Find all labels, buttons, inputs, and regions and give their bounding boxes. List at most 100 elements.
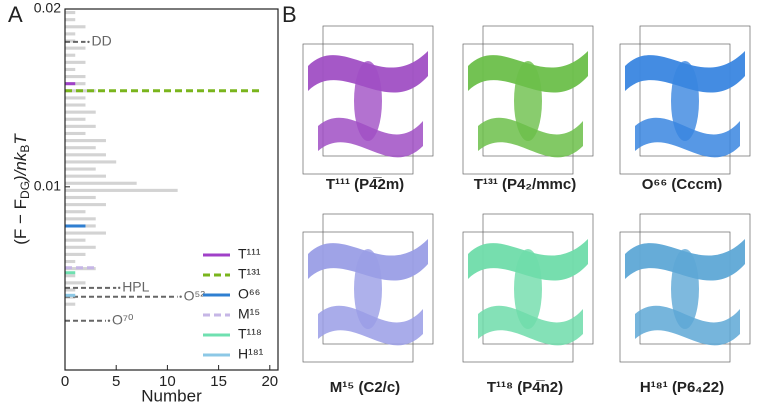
unit-cell (462, 231, 574, 363)
x-tick-label: 20 (261, 373, 278, 390)
structure-caption: T¹¹¹ (P4̅2m) (326, 176, 404, 193)
histogram-bar (65, 252, 86, 256)
panel-label: B (282, 2, 297, 27)
reference-label: HPL (122, 279, 149, 295)
surface (354, 249, 382, 329)
histogram-bar (65, 281, 86, 285)
structure-image (302, 213, 434, 363)
histogram-bar (65, 231, 106, 235)
y-axis-label-part: B (18, 145, 32, 153)
unit-cell (482, 25, 594, 157)
histogram-bar (65, 96, 86, 100)
panel-label: A (8, 2, 23, 27)
histogram-bar (65, 75, 86, 79)
histogram-bar (65, 18, 76, 22)
histogram-bar (65, 67, 76, 72)
histogram-bar (65, 60, 86, 64)
structure-image (619, 25, 751, 175)
unit-cell (639, 25, 751, 157)
unit-cell (322, 213, 434, 345)
x-tick-label: 10 (159, 373, 176, 390)
legend-label: T¹³¹ (238, 266, 261, 282)
structure-image (619, 213, 751, 363)
reference-dot (87, 40, 90, 44)
histogram-bar (65, 110, 96, 114)
y-tick-label: 0.01 (34, 178, 61, 194)
structure-image (302, 25, 434, 175)
y-axis-label-part: (F − F (11, 199, 30, 245)
surface (514, 61, 542, 141)
legend-label: O⁶⁶ (238, 286, 260, 302)
unit-cell (302, 231, 414, 363)
legend-label: T¹¹⁸ (238, 326, 262, 342)
unit-cell (619, 43, 731, 175)
histogram-bar (65, 174, 106, 178)
histogram-bar (65, 11, 76, 15)
structure-caption: H¹⁸¹ (P6₄22) (640, 379, 724, 396)
x-tick-label: 0 (61, 373, 69, 390)
surface (671, 61, 699, 141)
y-axis-label: (F − FDG)/nkBT (11, 133, 32, 245)
unit-cell (462, 43, 574, 175)
x-axis-label: Number (141, 386, 202, 405)
legend-label: H¹⁸¹ (238, 346, 264, 362)
histogram-bar (65, 210, 86, 214)
structure-caption: M¹⁵ (C2/c) (330, 379, 400, 396)
x-tick-label: 5 (112, 373, 120, 390)
reference-dot (179, 295, 182, 298)
histogram-bar (65, 245, 96, 249)
structure-caption: O⁶⁶ (Cccm) (642, 176, 723, 193)
plot-frame (64, 8, 279, 371)
histogram-bar (65, 124, 96, 128)
histogram-bar (65, 274, 76, 278)
unit-cell (322, 25, 434, 157)
structure-caption: T¹³¹ (P4₂/mmc) (474, 176, 577, 193)
unit-cell (482, 213, 594, 345)
histogram-bar (65, 217, 96, 221)
histogram-bar (65, 259, 76, 264)
histogram-bar (65, 188, 178, 192)
unit-cell (619, 231, 731, 363)
histogram-bar (65, 181, 137, 185)
reference-label: O⁷⁰ (112, 311, 134, 327)
surface (671, 249, 699, 329)
reference-dot (107, 319, 111, 322)
histogram-bar (65, 167, 96, 171)
structure-image (462, 25, 594, 175)
histogram-bar (65, 25, 86, 29)
histogram-bar (65, 117, 86, 121)
histogram-bar (65, 302, 76, 306)
histogram-bar (65, 153, 106, 157)
unit-cell (302, 43, 414, 175)
histogram-bar (65, 39, 76, 43)
x-tick-label: 15 (210, 373, 227, 390)
y-axis-label-part: T (11, 133, 30, 145)
reference-label: DD (91, 33, 111, 49)
structure-image (462, 213, 594, 363)
y-tick-label: 0.02 (34, 0, 61, 16)
histogram-bar (65, 46, 86, 50)
reference-label: O⁵² (184, 287, 206, 303)
histogram-bar (65, 203, 106, 207)
structure-caption: T¹¹⁸ (P4̅n2) (487, 379, 563, 396)
histogram-bar (65, 53, 76, 57)
y-axis-label-part: DG (18, 181, 32, 199)
surface (354, 61, 382, 141)
histogram-bar (65, 295, 76, 299)
histogram-bar (65, 32, 76, 36)
surface (514, 249, 542, 329)
histogram-bar (65, 160, 117, 164)
histogram-bar (65, 139, 106, 143)
reference-dot (118, 286, 121, 290)
unit-cell (639, 213, 751, 345)
histogram-bar (65, 238, 86, 242)
legend-label: T¹¹¹ (238, 246, 261, 262)
legend-label: M¹⁵ (238, 306, 260, 322)
histogram-bar (65, 131, 86, 136)
histogram-bar (65, 195, 96, 200)
histogram-bar (65, 146, 96, 150)
histogram-bar (65, 288, 76, 292)
histogram-bar (65, 103, 86, 107)
y-axis-label-part: )/nk (11, 151, 30, 183)
